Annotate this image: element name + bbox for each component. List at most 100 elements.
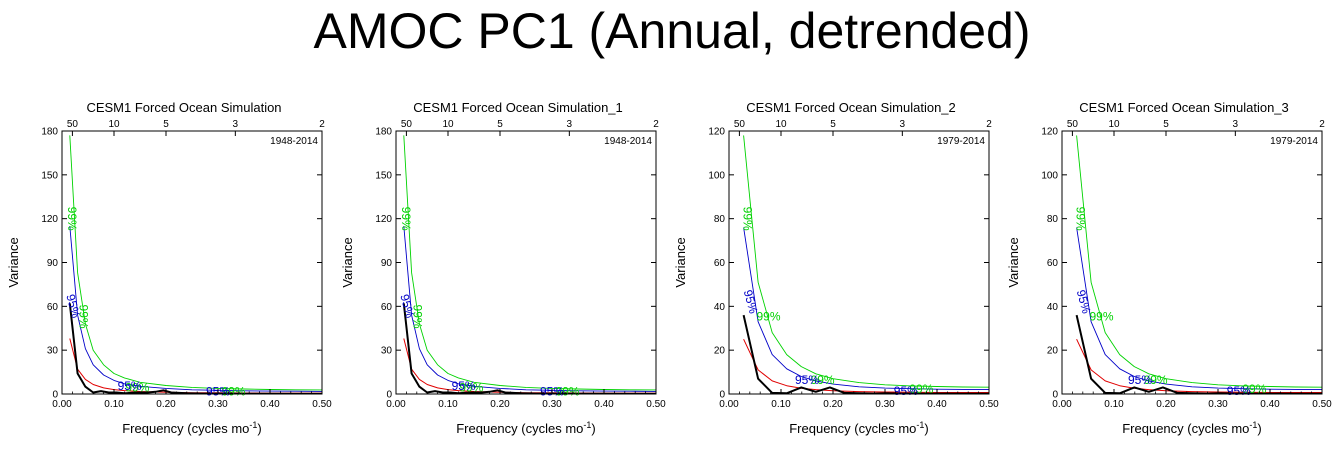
panel-title: CESM1 Forced Ocean Simulation_1 bbox=[413, 100, 623, 115]
label-99pct: 99% bbox=[222, 385, 246, 399]
y-tick-label: 120 bbox=[375, 214, 392, 225]
x-axis-label-superscript: -1 bbox=[1249, 420, 1257, 430]
series-line-red-noise bbox=[403, 338, 656, 394]
y-tick-label: 0 bbox=[1052, 390, 1058, 401]
period-label: 1948-2014 bbox=[270, 136, 318, 147]
top-tick-label: 50 bbox=[401, 119, 413, 130]
series-line-99pct bbox=[743, 135, 989, 388]
series-line-red-noise bbox=[1076, 338, 1322, 393]
top-tick-label: 10 bbox=[442, 119, 454, 130]
y-tick-label: 40 bbox=[714, 302, 726, 313]
y-tick-label: 100 bbox=[708, 170, 725, 181]
series-line-99pct bbox=[69, 135, 322, 391]
y-tick-label: 20 bbox=[714, 346, 726, 357]
plot-frame bbox=[395, 130, 657, 395]
label-99pct: 99% bbox=[811, 373, 835, 387]
label-99pct: 99% bbox=[556, 385, 580, 399]
top-tick-label: 5 bbox=[830, 119, 836, 130]
x-axis-label-text: Frequency (cycles mo bbox=[122, 421, 249, 436]
top-tick-label: 3 bbox=[567, 119, 573, 130]
x-axis-label: Frequency (cycles mo-1) bbox=[1122, 420, 1262, 436]
x-axis-label-end: ) bbox=[257, 421, 261, 436]
top-tick-label: 10 bbox=[775, 119, 787, 130]
label-99pct: 99% bbox=[1090, 309, 1114, 323]
y-tick-label: 0 bbox=[52, 390, 58, 401]
y-tick-label: 180 bbox=[41, 127, 58, 138]
x-axis-label-superscript: -1 bbox=[249, 420, 257, 430]
x-axis-label: Frequency (cycles mo-1) bbox=[122, 420, 262, 436]
period-label: 1948-2014 bbox=[604, 136, 652, 147]
y-tick-label: 30 bbox=[47, 346, 59, 357]
x-tick-label: 0.50 bbox=[646, 399, 666, 410]
label-95pct: 95% bbox=[397, 293, 417, 320]
top-tick-label: 2 bbox=[986, 119, 992, 130]
x-tick-label: 0.20 bbox=[490, 399, 510, 410]
top-tick-label: 2 bbox=[319, 119, 325, 130]
x-tick-label: 0.50 bbox=[1312, 399, 1332, 410]
spectrum-panel-3: 99%99%99%99%95%95%95%0.00 0.10 0.20 0.30 0.4… bbox=[673, 100, 999, 436]
plot-frame bbox=[1061, 130, 1323, 395]
top-tick-label: 5 bbox=[1163, 119, 1169, 130]
x-tick-label: 0.00 bbox=[719, 399, 739, 410]
label-95pct: 95% bbox=[63, 293, 83, 320]
x-axis-label-superscript: -1 bbox=[583, 420, 591, 430]
y-tick-label: 20 bbox=[1047, 346, 1059, 357]
period-label: 1979-2014 bbox=[937, 136, 985, 147]
y-tick-label: 60 bbox=[714, 258, 726, 269]
x-axis-label-text: Frequency (cycles mo bbox=[1122, 421, 1249, 436]
label-99pct: 99% bbox=[1074, 207, 1088, 231]
label-99pct: 99% bbox=[411, 305, 425, 329]
x-tick-label: 0.30 bbox=[875, 399, 895, 410]
x-axis-label-end: ) bbox=[591, 421, 595, 436]
label-99pct: 99% bbox=[65, 207, 79, 231]
x-tick-label: 0.50 bbox=[979, 399, 999, 410]
spectrum-panel-2: 99%99%99% 99%95%95% 95%0.00 0.10 0.20 0.30 0.4… bbox=[340, 100, 666, 436]
plot-frame bbox=[728, 130, 990, 395]
top-tick-label: 3 bbox=[1233, 119, 1239, 130]
y-axis-label: Variance bbox=[6, 237, 21, 287]
x-tick-label: 0.50 bbox=[312, 399, 332, 410]
top-tick-label: 5 bbox=[163, 119, 169, 130]
y-tick-label: 120 bbox=[1041, 127, 1058, 138]
y-tick-label: 90 bbox=[381, 258, 393, 269]
y-tick-label: 40 bbox=[1047, 302, 1059, 313]
top-tick-label: 50 bbox=[734, 119, 746, 130]
x-axis-label-end: ) bbox=[924, 421, 928, 436]
x-tick-label: 0.40 bbox=[260, 399, 280, 410]
series-group bbox=[402, 135, 656, 394]
y-tick-label: 150 bbox=[41, 170, 58, 181]
series-line-spectrum bbox=[1075, 314, 1322, 394]
y-tick-label: 100 bbox=[1041, 170, 1058, 181]
label-95pct: 95% bbox=[452, 379, 476, 393]
y-axis-label: Variance bbox=[1006, 237, 1021, 287]
label-95pct: 95% bbox=[118, 379, 142, 393]
y-tick-label: 0 bbox=[386, 390, 392, 401]
y-tick-label: 80 bbox=[1047, 214, 1059, 225]
x-tick-label: 0.40 bbox=[1260, 399, 1280, 410]
top-tick-label: 50 bbox=[67, 119, 79, 130]
spectrum-panel-1: 99%99%99% 99%95%95% 95%0.00 0.10 0.20 0.30 0.4… bbox=[6, 100, 332, 436]
top-tick-label: 50 bbox=[1067, 119, 1079, 130]
panel-title: CESM1 Forced Ocean Simulation_3 bbox=[1079, 100, 1289, 115]
top-tick-label: 3 bbox=[900, 119, 906, 130]
y-tick-label: 120 bbox=[41, 214, 58, 225]
label-95pct: 95% bbox=[1128, 373, 1152, 387]
series-line-red-noise bbox=[69, 338, 322, 394]
panel-title: CESM1 Forced Ocean Simulation_2 bbox=[746, 100, 956, 115]
period-label: 1979-2014 bbox=[1270, 136, 1318, 147]
x-tick-label: 0.20 bbox=[1156, 399, 1176, 410]
label-95pct: 95% bbox=[1227, 384, 1251, 398]
y-tick-label: 0 bbox=[719, 390, 725, 401]
series-line-99pct bbox=[403, 135, 656, 391]
series-line-95pct bbox=[69, 225, 322, 392]
x-axis-label-text: Frequency (cycles mo bbox=[789, 421, 916, 436]
x-tick-label: 0.40 bbox=[927, 399, 947, 410]
series-line-spectrum bbox=[68, 303, 322, 394]
y-tick-label: 90 bbox=[47, 258, 59, 269]
y-tick-label: 180 bbox=[375, 127, 392, 138]
x-axis-label: Frequency (cycles mo-1) bbox=[789, 420, 929, 436]
panel-title: CESM1 Forced Ocean Simulation bbox=[86, 100, 281, 115]
y-tick-label: 60 bbox=[381, 302, 393, 313]
figure-title: AMOC PC1 (Annual, detrended) bbox=[313, 3, 1031, 59]
